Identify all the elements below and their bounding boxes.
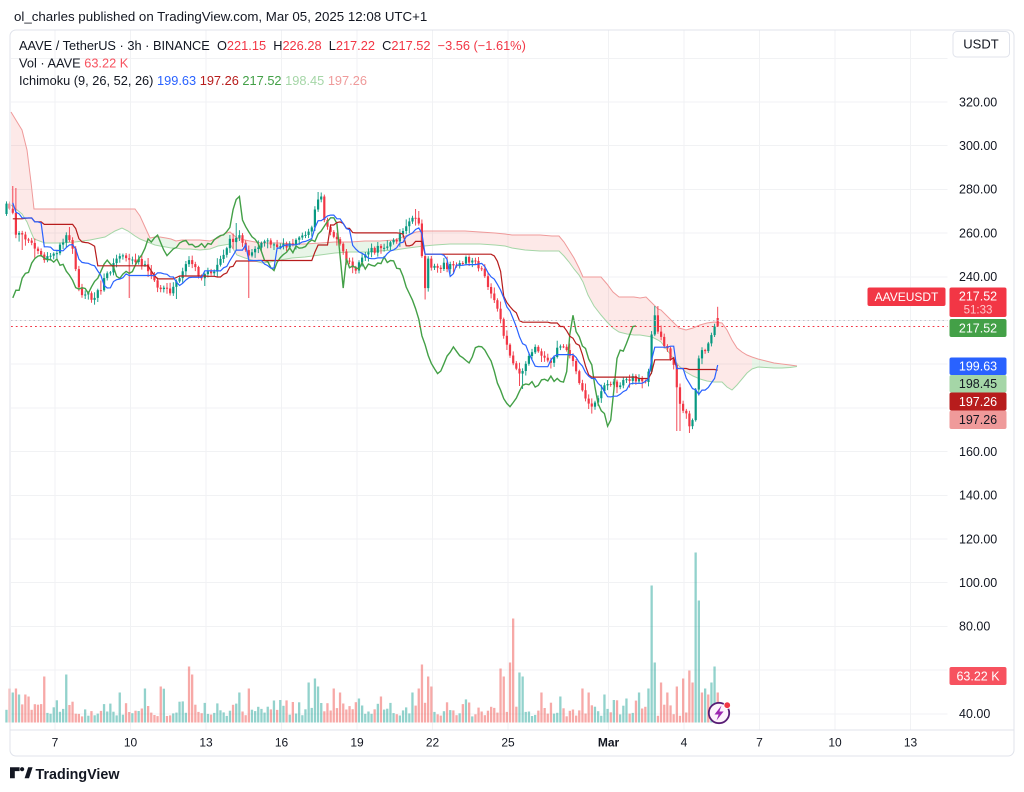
svg-text:280.00: 280.00 — [959, 183, 997, 197]
svg-text:4: 4 — [681, 736, 688, 750]
svg-text:AAVEUSDT: AAVEUSDT — [875, 290, 939, 304]
svg-text:260.00: 260.00 — [959, 226, 997, 240]
svg-text:198.45: 198.45 — [959, 377, 997, 391]
svg-text:300.00: 300.00 — [959, 139, 997, 153]
svg-text:120.00: 120.00 — [959, 532, 997, 546]
svg-text:22: 22 — [426, 736, 440, 750]
svg-text:100.00: 100.00 — [959, 576, 997, 590]
svg-text:63.22 K: 63.22 K — [956, 669, 1000, 683]
svg-text:Ichimoku (9, 26, 52, 26) 199.6: Ichimoku (9, 26, 52, 26) 199.63 197.26 2… — [19, 73, 367, 88]
svg-text:320.00: 320.00 — [959, 95, 997, 109]
svg-text:240.00: 240.00 — [959, 270, 997, 284]
svg-text:197.26: 197.26 — [959, 395, 997, 409]
svg-text:160.00: 160.00 — [959, 445, 997, 459]
svg-text:TradingView: TradingView — [36, 767, 121, 783]
svg-text:10: 10 — [124, 736, 138, 750]
svg-text:USDT: USDT — [963, 37, 998, 52]
svg-text:Vol · AAVE 63.22 K: Vol · AAVE 63.22 K — [19, 56, 129, 71]
svg-text:19: 19 — [350, 736, 364, 750]
svg-text:199.63: 199.63 — [959, 360, 997, 374]
svg-text:140.00: 140.00 — [959, 489, 997, 503]
svg-text:40.00: 40.00 — [959, 707, 990, 721]
svg-text:10: 10 — [828, 736, 842, 750]
svg-text:217.52: 217.52 — [959, 321, 997, 335]
svg-text:217.52: 217.52 — [959, 290, 997, 304]
svg-text:AAVE / TetherUS · 3h · BINANCE: AAVE / TetherUS · 3h · BINANCE O221.15 H… — [19, 38, 526, 53]
svg-text:51:33: 51:33 — [964, 305, 993, 317]
svg-text:25: 25 — [501, 736, 515, 750]
svg-text:Mar: Mar — [598, 736, 620, 750]
svg-text:ol_charles published on Tradin: ol_charles published on TradingView.com,… — [14, 9, 427, 24]
svg-text:7: 7 — [756, 736, 763, 750]
svg-text:80.00: 80.00 — [959, 620, 990, 634]
svg-text:7: 7 — [52, 736, 59, 750]
svg-text:13: 13 — [199, 736, 213, 750]
svg-text:16: 16 — [275, 736, 289, 750]
svg-text:197.26: 197.26 — [959, 413, 997, 427]
svg-text:13: 13 — [904, 736, 918, 750]
